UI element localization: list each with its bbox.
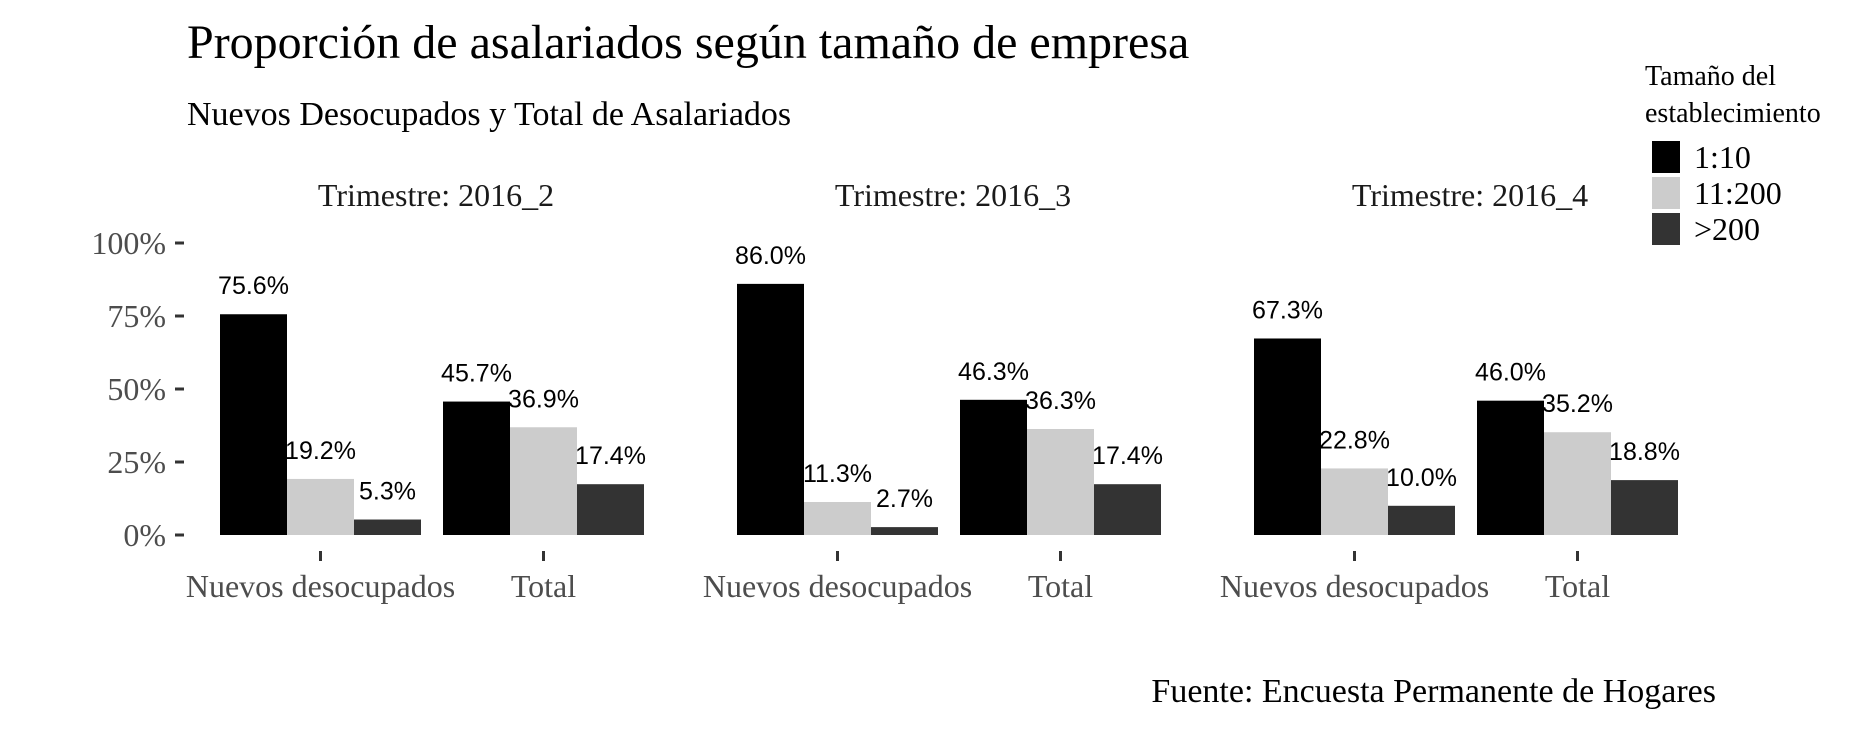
y-axis: 0% 25% 50% 75% 100%	[91, 225, 184, 553]
legend-swatch	[1652, 141, 1680, 173]
bar-value-label: 46.3%	[958, 358, 1029, 386]
bar	[510, 427, 577, 535]
facet-panel: Trimestre: 2016_2 75.6% 19.2%5.3% Nuevos de…	[186, 177, 646, 604]
y-tick-label: 25%	[107, 444, 166, 480]
legend-title-line-1: Tamaño del	[1645, 61, 1776, 92]
bar-value-label: 45.7%	[441, 360, 512, 388]
legend-entry-label: 11:200	[1694, 175, 1782, 211]
chart-caption: Fuente: Encuesta Permanente de Hogares	[1151, 673, 1716, 710]
bar	[1611, 480, 1678, 535]
bar-value-label: 22.8%	[1319, 426, 1390, 454]
facet-strip-label: Trimestre: 2016_3	[835, 177, 1071, 213]
bar-value-label: 18.8%	[1609, 438, 1680, 466]
x-tick-label: Total	[1545, 568, 1610, 604]
x-tick-label: Total	[511, 568, 576, 604]
bar	[1094, 484, 1161, 535]
x-tick-label: Nuevos desocupados	[1220, 568, 1489, 604]
bar-value-label: 46.0%	[1475, 359, 1546, 387]
bar-value-label: 86.0%	[735, 242, 806, 270]
facet-panel: Trimestre: 2016_4 67.3% 22.8% 10.0% Nuevos d…	[1220, 177, 1680, 604]
legend-entry-label: >200	[1694, 211, 1760, 247]
y-tick-label: 50%	[107, 371, 166, 407]
facet-strip-label: Trimestre: 2016_2	[318, 177, 554, 213]
bar	[960, 399, 1027, 535]
legend-swatch	[1652, 213, 1680, 245]
bar	[354, 519, 421, 535]
bar-value-label: 36.3%	[1025, 387, 1096, 415]
bar	[804, 502, 871, 535]
chart-title: Proporción de asalariados según tamaño d…	[187, 16, 1189, 69]
bar	[737, 283, 804, 535]
bar-value-label: 11.3%	[803, 460, 872, 488]
bar	[1477, 400, 1544, 535]
bar	[443, 401, 510, 535]
facet-strip-label: Trimestre: 2016_4	[1352, 177, 1588, 213]
bar-value-label: 36.9%	[508, 385, 579, 413]
legend-title-line-2: establecimiento	[1645, 98, 1821, 129]
bar	[1544, 432, 1611, 535]
y-tick-label: 75%	[107, 298, 166, 334]
x-tick-label: Nuevos desocupados	[703, 568, 972, 604]
legend: Tamaño del establecimiento 1:1011:200>20…	[1645, 61, 1821, 247]
bar	[871, 527, 938, 535]
facet-panel: Trimestre: 2016_3 86.0% 11.3%2.7% Nuevos de…	[703, 177, 1163, 604]
bar-value-label: 17.4%	[1092, 442, 1163, 470]
facet-panels: Trimestre: 2016_2 75.6% 19.2%5.3% Nuevos de…	[186, 177, 1680, 604]
bar-value-label: 35.2%	[1542, 390, 1613, 418]
legend-swatch	[1652, 177, 1680, 209]
bar	[1027, 429, 1094, 535]
bar	[287, 478, 354, 535]
legend-entry-label: 1:10	[1694, 139, 1751, 175]
bar	[1388, 505, 1455, 535]
bar-value-label: 2.7%	[876, 485, 933, 513]
bar-value-label: 10.0%	[1386, 464, 1457, 492]
chart-subtitle: Nuevos Desocupados y Total de Asalariado…	[187, 96, 791, 133]
bar	[1321, 468, 1388, 535]
y-tick-label: 0%	[123, 517, 166, 553]
y-tick-label: 100%	[91, 225, 166, 261]
x-tick-label: Nuevos desocupados	[186, 568, 455, 604]
bar	[1254, 338, 1321, 535]
bar-value-label: 67.3%	[1252, 296, 1323, 324]
bar-value-label: 19.2%	[285, 437, 356, 465]
bar	[577, 484, 644, 535]
bar-value-label: 17.4%	[575, 442, 646, 470]
bar-value-label: 5.3%	[359, 478, 416, 506]
bar-value-label: 75.6%	[218, 272, 289, 300]
bar	[220, 314, 287, 535]
x-tick-label: Total	[1028, 568, 1093, 604]
